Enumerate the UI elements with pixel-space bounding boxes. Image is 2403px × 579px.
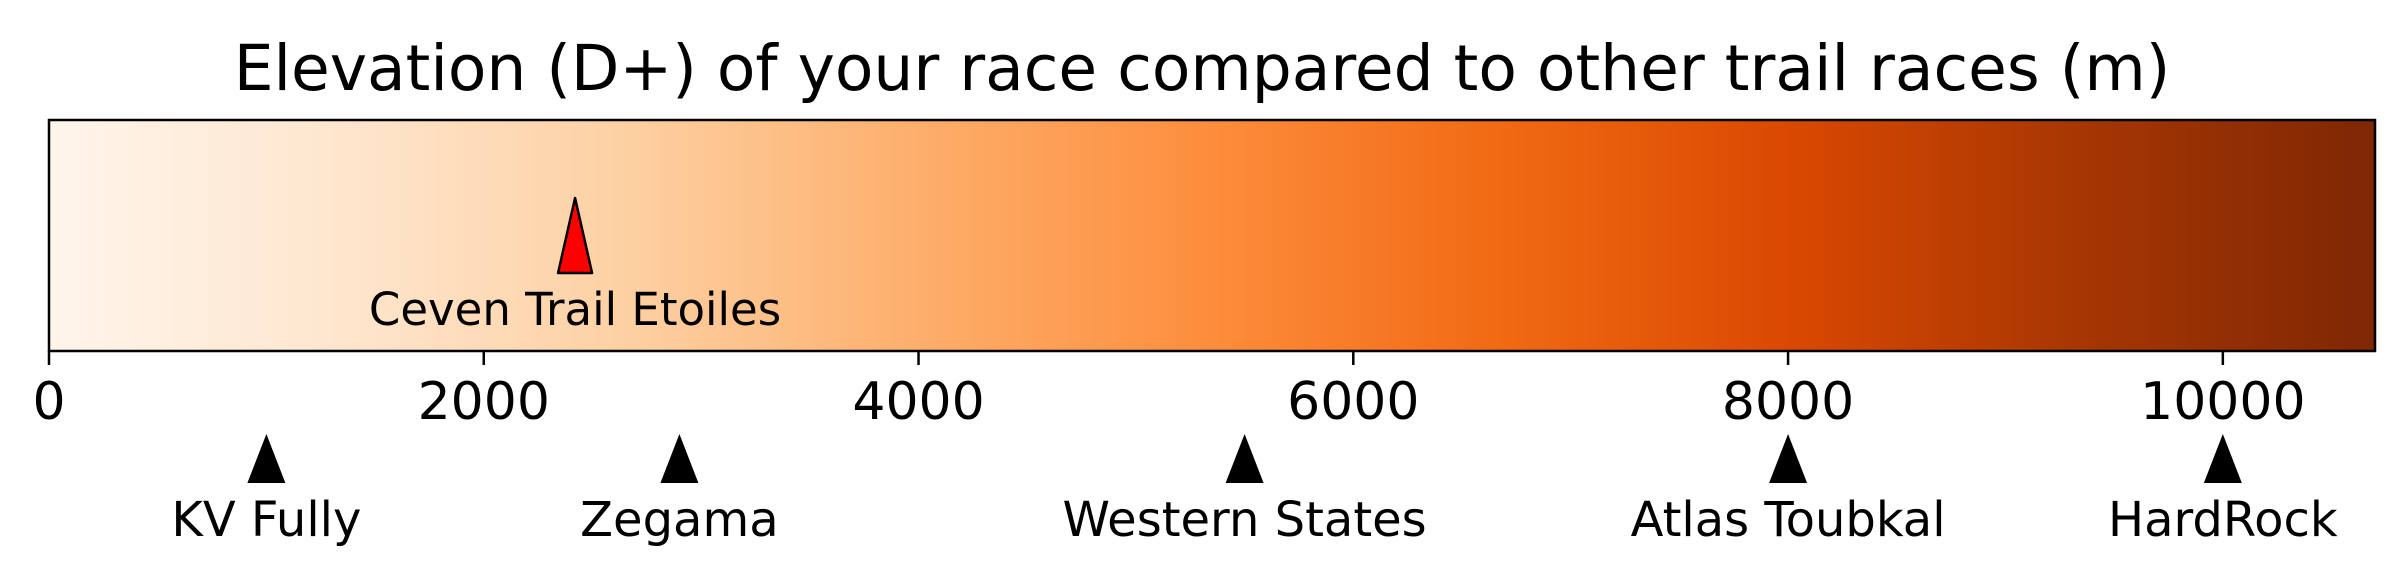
chart-title: Elevation (D+) of your race compared to … <box>234 32 2171 105</box>
x-tick-label: 10000 <box>2140 372 2305 432</box>
reference-race-label: Atlas Toubkal <box>1631 492 1946 548</box>
reference-race-marker <box>1225 434 1264 483</box>
reference-race-marker <box>2203 434 2242 483</box>
reference-race-marker <box>660 434 699 483</box>
reference-race-label: Zegama <box>580 492 778 548</box>
your-race-marker <box>556 196 594 275</box>
reference-race-marker <box>247 434 286 483</box>
your-race-label: Ceven Trail Etoiles <box>369 283 781 336</box>
reference-race-label: Western States <box>1063 492 1427 548</box>
x-axis: 0 2000 4000 6000 8000 10000 <box>32 351 2306 432</box>
reference-race-marker <box>1769 434 1808 483</box>
x-tick-label: 0 <box>32 372 65 432</box>
x-tick-label: 6000 <box>1287 372 1419 432</box>
x-tick-label: 8000 <box>1722 372 1854 432</box>
reference-races: KV Fully Zegama Western States Atlas Toubka… <box>171 434 2338 548</box>
x-tick-label: 4000 <box>852 372 984 432</box>
colorbar <box>47 118 2377 353</box>
reference-race-label: HardRock <box>2108 492 2338 548</box>
your-race-marker-group: Ceven Trail Etoiles <box>369 196 781 336</box>
x-tick-label: 2000 <box>418 372 550 432</box>
reference-race-label: KV Fully <box>171 492 361 548</box>
